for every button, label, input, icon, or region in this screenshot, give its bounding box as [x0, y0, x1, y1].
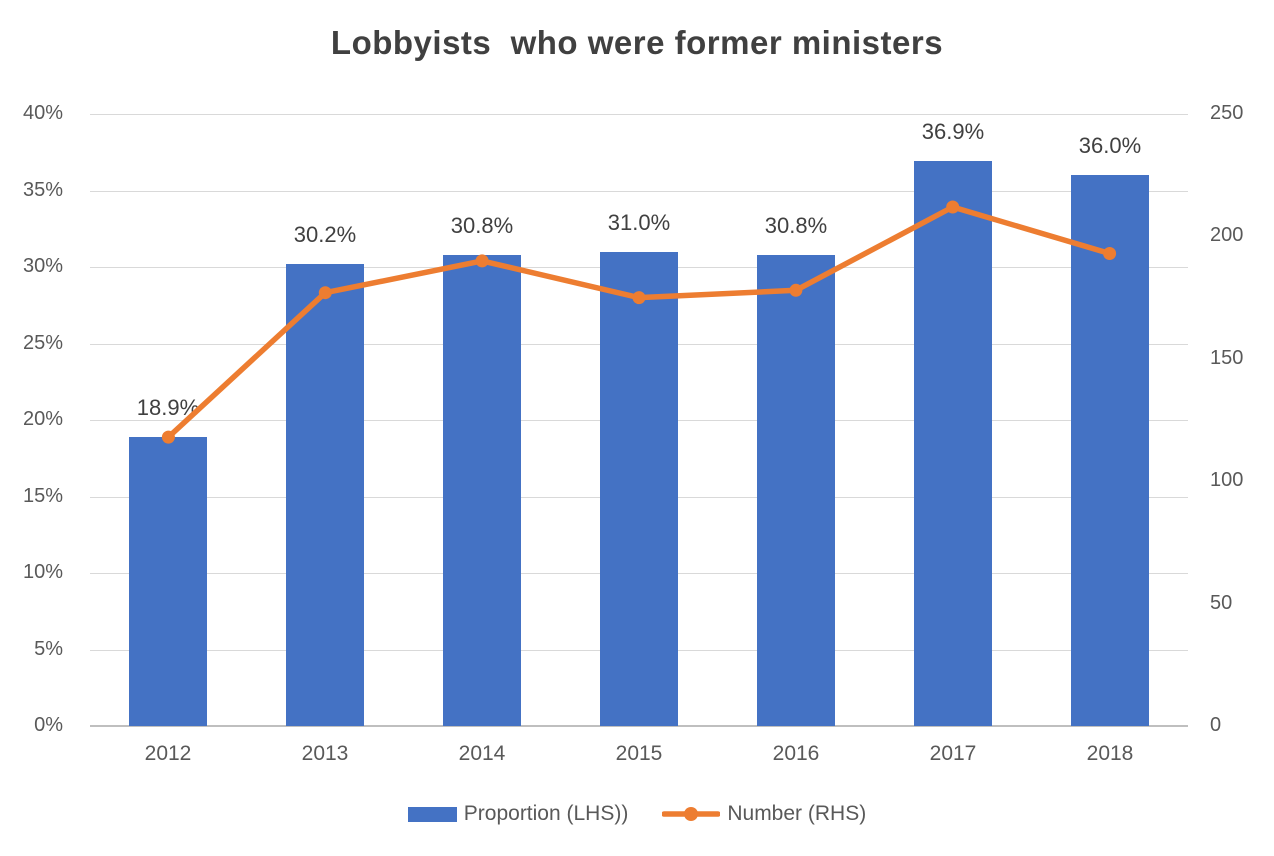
right-axis-tick-label: 200 — [1210, 224, 1244, 247]
left-axis-tick-label: 5% — [34, 637, 63, 660]
x-axis-category-label: 2015 — [615, 742, 663, 765]
left-axis-tick-label: 25% — [22, 331, 63, 354]
left-axis-tick-label: 10% — [22, 561, 63, 583]
x-axis-category-label: 2016 — [772, 742, 820, 765]
data-label: 30.8% — [450, 213, 514, 238]
line-marker — [946, 200, 960, 214]
x-axis-line — [90, 725, 1188, 727]
line-path — [165, 204, 1113, 440]
chart-title: Lobbyists who were former ministers — [330, 24, 944, 61]
left-axis-tick-label: 30% — [22, 255, 63, 277]
gridline — [90, 191, 1188, 192]
line-marker — [1103, 247, 1117, 260]
legend-item: Proportion (LHS)) — [407, 802, 629, 826]
right-axis-tick-label: 250 — [1210, 102, 1244, 124]
bar — [129, 437, 207, 726]
data-label: 30.2% — [293, 222, 357, 247]
x-axis-category-label: 2012 — [144, 742, 192, 765]
legend-bar-swatch — [407, 806, 457, 822]
right-axis-tick-label: 100 — [1210, 469, 1244, 492]
left-axis-tick-label: 40% — [22, 102, 63, 124]
line-marker — [475, 254, 489, 268]
legend-label: Number (RHS) — [727, 802, 867, 825]
line-marker — [318, 286, 332, 300]
right-axis-tick-label: 0 — [1210, 714, 1222, 736]
data-label: 36.9% — [921, 119, 985, 144]
line-marker — [789, 283, 803, 297]
bar — [286, 264, 364, 726]
line-marker — [161, 430, 175, 444]
right-axis-tick-label: 50 — [1210, 591, 1233, 614]
right-axis-tick-label: 150 — [1210, 346, 1244, 369]
bar — [757, 255, 835, 726]
data-label: 36.0% — [1078, 133, 1142, 158]
line-marker — [632, 291, 646, 305]
left-axis-tick-label: 20% — [22, 408, 63, 430]
legend-item: Number (RHS) — [662, 802, 866, 826]
bar — [600, 252, 678, 726]
data-label: 30.8% — [764, 213, 828, 238]
bar — [443, 255, 521, 726]
left-axis-tick-label: 0% — [34, 714, 63, 736]
bar — [1071, 175, 1149, 726]
x-axis-category-label: 2014 — [458, 742, 506, 765]
x-axis-category-label: 2013 — [301, 742, 349, 765]
bar — [914, 161, 992, 726]
gridline — [90, 114, 1188, 115]
legend: Proportion (LHS)) Number (RHS) — [0, 802, 1274, 826]
legend-line-swatch — [662, 807, 721, 821]
legend-label: Proportion (LHS)) — [463, 802, 629, 825]
x-axis-category-label: 2017 — [929, 742, 977, 765]
x-axis-category-label: 2018 — [1086, 742, 1134, 765]
data-label: 31.0% — [607, 210, 671, 235]
left-axis-tick-label: 15% — [22, 484, 63, 507]
left-axis-tick-label: 35% — [22, 178, 63, 201]
